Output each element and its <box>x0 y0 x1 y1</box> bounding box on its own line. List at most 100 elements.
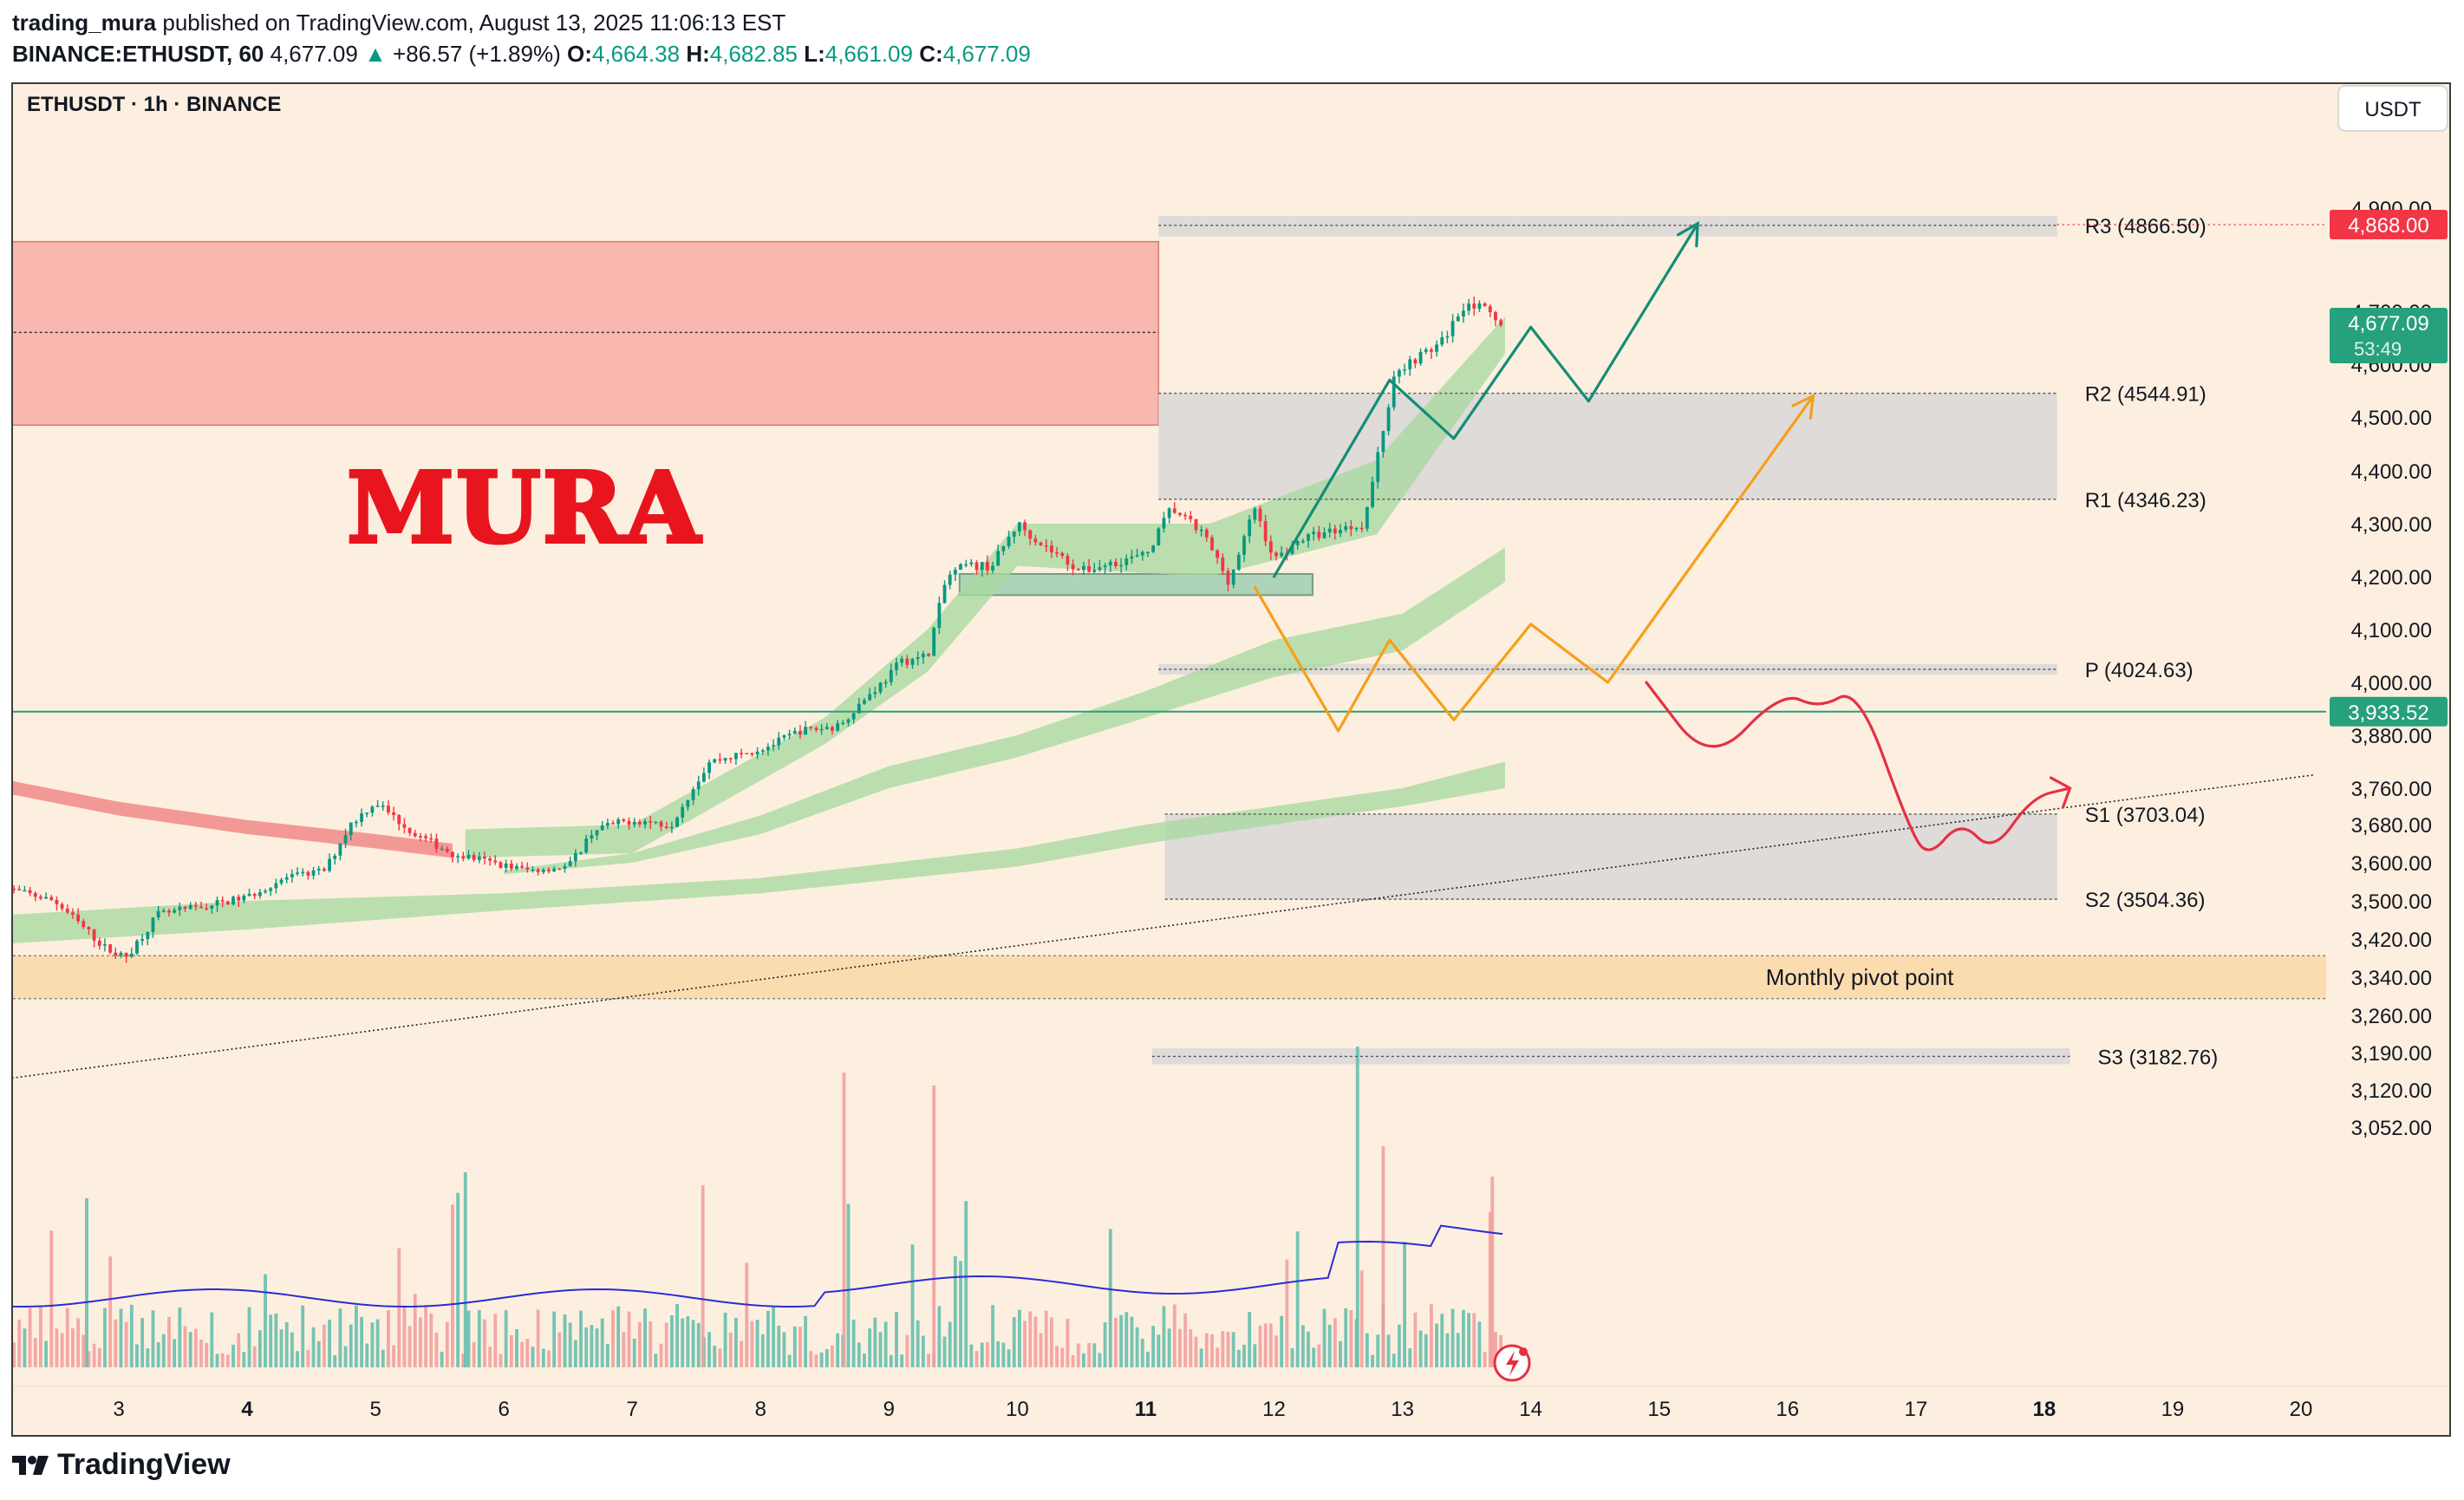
candle <box>365 812 369 814</box>
volume-bar <box>402 1305 407 1367</box>
replay-alert-icon[interactable] <box>1493 1344 1531 1382</box>
volume-bar <box>237 1333 241 1367</box>
candle <box>750 753 754 755</box>
volume-bar <box>178 1307 182 1367</box>
volume-bar <box>225 1354 230 1367</box>
candle <box>316 869 321 871</box>
candle <box>611 823 615 825</box>
volume-bar <box>413 1294 417 1367</box>
volume-bar <box>1157 1334 1161 1367</box>
x-tick-label: 17 <box>1904 1398 1927 1421</box>
x-tick-label: 4 <box>241 1398 253 1421</box>
pivot-label-5: S2 (3504.36) <box>2085 889 2206 912</box>
volume-bar <box>975 1351 979 1367</box>
volume-bar <box>1023 1321 1027 1367</box>
volume-bar <box>354 1305 358 1367</box>
candle <box>755 751 759 755</box>
volume-bar <box>151 1310 155 1367</box>
currency-button[interactable]: USDT <box>2337 85 2448 132</box>
volume-bar <box>563 1314 567 1367</box>
candle <box>488 858 492 861</box>
candle <box>1333 528 1337 534</box>
volume-bar <box>311 1327 316 1367</box>
volume-bar <box>1167 1328 1171 1367</box>
volume-bar <box>809 1351 813 1367</box>
candle <box>445 849 449 852</box>
y-tick-label: 3,052.00 <box>2351 1117 2432 1140</box>
candle <box>696 781 701 790</box>
candle <box>17 889 22 890</box>
volume-bar <box>664 1322 668 1367</box>
volume-bar <box>932 1086 936 1367</box>
volume-bar <box>49 1230 54 1367</box>
volume-bar <box>1280 1315 1284 1367</box>
publish-line: trading_mura published on TradingView.co… <box>12 7 1031 38</box>
candle <box>1140 551 1144 556</box>
currency-button-label[interactable]: USDT <box>2364 98 2422 121</box>
x-tick-label: 3 <box>113 1398 124 1421</box>
candle <box>456 856 460 858</box>
candle <box>97 940 101 946</box>
candle <box>49 897 54 900</box>
volume-bar <box>547 1350 551 1367</box>
y-tick-label: 3,120.00 <box>2351 1079 2432 1103</box>
volume-bar <box>755 1320 759 1367</box>
candle <box>322 869 326 871</box>
volume-bar <box>1248 1312 1252 1367</box>
publish-header: trading_mura published on TradingView.co… <box>12 7 1031 69</box>
volume-bar <box>1210 1334 1214 1367</box>
volume-bar <box>1108 1229 1112 1367</box>
bullish-scenario-path-arrowhead <box>1676 221 1699 248</box>
candle <box>921 653 925 658</box>
ohlc-line: BINANCE:ETHUSDT, 60 4,677.09 ▲ +86.57 (+… <box>12 38 1031 69</box>
volume-bar <box>1001 1342 1006 1367</box>
volume-bar <box>804 1315 808 1367</box>
candle <box>205 908 209 910</box>
volume-bar <box>1226 1331 1230 1367</box>
volume-bar <box>916 1320 920 1367</box>
volume-bar <box>750 1321 754 1367</box>
volume-bar <box>1445 1333 1450 1367</box>
volume-bar <box>846 1203 851 1367</box>
volume-bar <box>161 1334 166 1367</box>
candle <box>579 852 583 854</box>
candle <box>296 872 299 875</box>
volume-bar <box>1450 1308 1455 1367</box>
volume-bar <box>836 1333 840 1367</box>
y-tick-label: 3,880.00 <box>2351 725 2432 748</box>
y-tick-label: 3,760.00 <box>2351 778 2432 801</box>
candle <box>701 773 706 782</box>
volume-bar <box>247 1307 251 1367</box>
volume-ma-line <box>13 1224 1503 1308</box>
candle <box>1007 537 1011 547</box>
y-tick-label: 3,500.00 <box>2351 890 2432 914</box>
volume-bar <box>135 1344 139 1367</box>
candle <box>975 562 979 571</box>
candle <box>87 927 91 929</box>
volume-bar <box>605 1343 609 1367</box>
volume-bar <box>622 1332 626 1367</box>
candle <box>81 921 86 928</box>
candle <box>1386 407 1391 432</box>
volume-bar <box>1435 1323 1438 1367</box>
candle <box>1397 369 1401 377</box>
candle <box>664 826 668 828</box>
candle <box>557 868 562 871</box>
volume-bar <box>1263 1323 1268 1367</box>
volume-bar <box>1007 1349 1011 1367</box>
candle <box>1435 344 1438 352</box>
volume-bar <box>734 1317 738 1367</box>
candle <box>178 906 182 910</box>
candle <box>734 753 738 760</box>
volume-bar <box>274 1313 278 1367</box>
volume-bar <box>792 1326 797 1367</box>
candle <box>905 658 909 665</box>
volume-bar <box>600 1318 604 1367</box>
candle <box>429 838 433 840</box>
author-name[interactable]: trading_mura <box>12 10 157 36</box>
volume-bar <box>71 1328 75 1367</box>
price-chart[interactable]: ETHUSDT · 1h · BINANCE MURA Monthly pivo… <box>13 84 2449 1435</box>
volume-bar <box>242 1352 246 1367</box>
volume-bar <box>290 1332 294 1367</box>
candle <box>895 662 898 670</box>
